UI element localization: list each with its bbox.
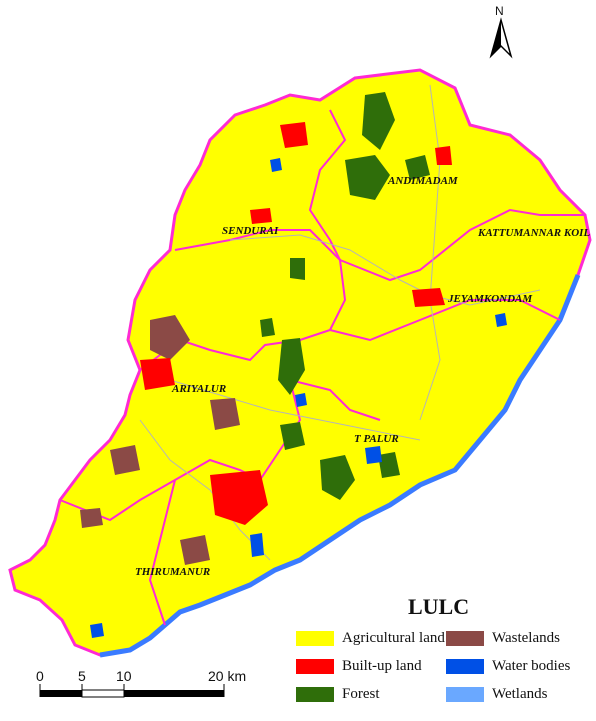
legend-label: Built-up land xyxy=(342,658,422,674)
scale-bar xyxy=(39,684,225,698)
legend-swatch xyxy=(296,687,334,702)
place-label-t-palur: T PALUR xyxy=(354,433,399,445)
legend-item-forest: Forest xyxy=(296,686,380,703)
legend-label: Agricultural land xyxy=(342,630,445,646)
legend-label: Water bodies xyxy=(492,658,571,674)
legend-swatch xyxy=(446,687,484,702)
place-label-andimadam: ANDIMADAM xyxy=(387,175,459,187)
builtup-patches xyxy=(140,122,452,525)
place-label-thirumanur: THIRUMANUR xyxy=(135,566,210,578)
legend-item-builtup: Built-up land xyxy=(296,658,422,675)
legend-title: LULC xyxy=(408,594,470,619)
legend-item-wetlands: Wetlands xyxy=(446,686,547,703)
scale-tick-0: 0 xyxy=(36,668,44,684)
legend-item-agricultural: Agricultural land xyxy=(296,630,445,647)
block-boundaries xyxy=(59,109,585,626)
place-label-jeyamkondam: JEYAMKONDAM xyxy=(447,293,533,305)
legend-label: Wastelands xyxy=(492,630,560,646)
place-label-ariyalur: ARIYALUR xyxy=(171,383,226,395)
water-bodies xyxy=(90,158,507,638)
legend-swatch xyxy=(296,659,334,674)
scale-tick-10: 10 xyxy=(116,668,132,684)
legend-label: Wetlands xyxy=(492,686,548,702)
scale-tick-5: 5 xyxy=(78,668,86,684)
scale-tick-20km: 20 km xyxy=(208,668,247,684)
place-label-sendurai: SENDURAI xyxy=(222,225,279,237)
forest-patches xyxy=(260,92,430,500)
place-label-kattumannar-koil: KATTUMANNAR KOIL xyxy=(477,227,590,239)
legend-item-water-bodies: Water bodies xyxy=(446,658,570,675)
legend-item-wastelands: Wastelands xyxy=(446,630,560,647)
river-edge xyxy=(99,274,581,658)
legend-swatch xyxy=(296,631,334,646)
legend-label: Forest xyxy=(342,686,380,702)
legend-swatch xyxy=(446,631,484,646)
north-arrow-icon xyxy=(489,17,513,59)
north-label: N xyxy=(495,4,504,18)
wasteland-patches xyxy=(80,315,240,565)
roads xyxy=(139,84,541,561)
legend-swatch xyxy=(446,659,484,674)
